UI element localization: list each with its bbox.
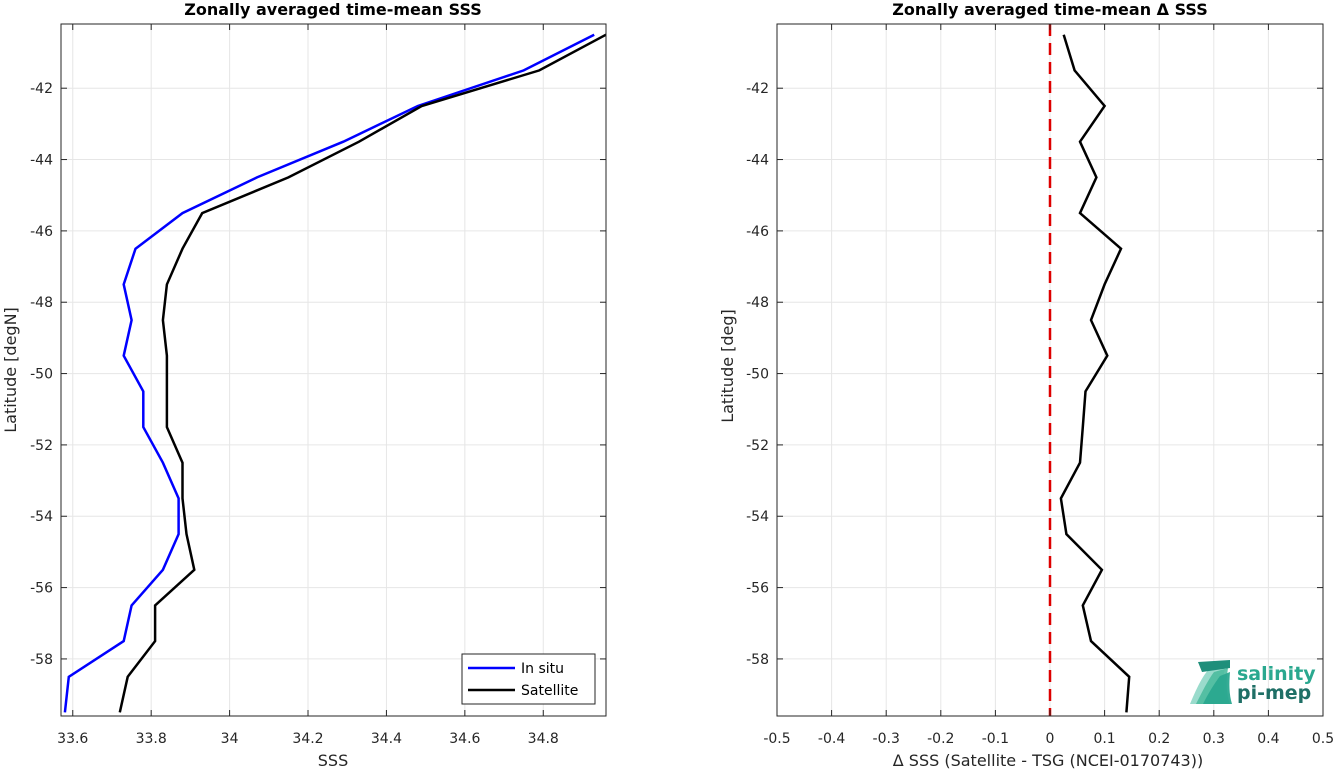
x-tick-label: 34 [221,731,239,747]
chart-title: Zonally averaged time-mean Δ SSS [892,0,1208,19]
y-tick-label: -56 [746,581,769,597]
y-axis-label: Latitude [degN] [1,307,20,433]
x-tick-label: -0.4 [818,731,845,747]
y-tick-label: -58 [746,652,769,668]
series-line-satellite [118,33,607,713]
series-group [1059,34,1131,713]
x-axis-label: SSS [318,751,348,769]
x-tick-label: 0.3 [1203,731,1225,747]
x-tick-label: 0.4 [1257,731,1279,747]
y-tick-label: -44 [746,153,769,169]
series-line-in-situ [63,33,595,713]
salinity-pi-mep-logo: salinity pi-mep [1190,660,1316,704]
x-axis-label: Δ SSS (Satellite - TSG (NCEI-0170743)) [893,751,1203,769]
x-tick-label: 34.2 [292,731,323,747]
x-tick-label: 0 [1046,731,1055,747]
x-tick-label: 0.2 [1148,731,1170,747]
y-tick-label: -50 [746,367,769,383]
y-tick-label: -46 [30,224,53,240]
y-tick-label: -50 [30,367,53,383]
x-tick-label: 0.5 [1312,731,1334,747]
chart-delta-sss: -0.5 -0.4 -0.3 -0.2 -0.1 0 0.1 0.2 0.3 0.4 0.5 -42 -… [718,0,1334,769]
logo-line1: salinity [1237,663,1316,685]
x-tick-label: -0.2 [927,731,954,747]
y-tick-label: -54 [746,509,769,525]
ticks: -0.5 -0.4 -0.3 -0.2 -0.1 0 0.1 0.2 0.3 0.4 0.5 -42 -… [746,24,1334,747]
y-tick-label: -52 [746,438,769,454]
plot-area [61,24,606,716]
y-tick-label: -56 [30,581,53,597]
x-tick-label: 34.6 [449,731,480,747]
chart-sss: 33.6 33.8 34 34.2 34.4 34.6 34.8 -42 -44 -46 -48 -5… [1,0,607,769]
y-tick-label: -54 [30,509,53,525]
x-tick-label: 0.1 [1093,731,1115,747]
series-line-delta-sss [1059,34,1131,713]
y-tick-label: -48 [746,295,769,311]
legend-label-in-situ: In situ [521,661,564,677]
x-tick-label: -0.5 [763,731,790,747]
y-tick-label: -58 [30,652,53,668]
logo-line2: pi-mep [1237,682,1311,704]
x-tick-label: -0.1 [982,731,1009,747]
x-tick-label: 33.6 [57,731,88,747]
ticks: 33.6 33.8 34 34.2 34.4 34.6 34.8 -42 -44 -46 -48 -5… [30,24,606,747]
legend-box [461,653,596,705]
y-tick-label: -48 [30,295,53,311]
x-tick-label: 34.8 [528,731,559,747]
grid [61,24,606,716]
y-tick-label: -46 [746,224,769,240]
x-tick-label: -0.3 [873,731,900,747]
y-axis-label: Latitude [deg] [718,309,737,423]
y-tick-label: -52 [30,438,53,454]
chart-title: Zonally averaged time-mean SSS [184,0,482,19]
y-tick-label: -42 [746,81,769,97]
salinity-waves-icon [1190,660,1232,704]
y-tick-label: -42 [30,81,53,97]
legend-label-satellite: Satellite [521,683,578,699]
x-tick-label: 34.4 [371,731,402,747]
y-tick-label: -44 [30,153,53,169]
legend: In situ Satellite [461,653,596,705]
series-group [63,33,607,713]
plot-frame [60,23,607,717]
x-tick-label: 33.8 [136,731,167,747]
